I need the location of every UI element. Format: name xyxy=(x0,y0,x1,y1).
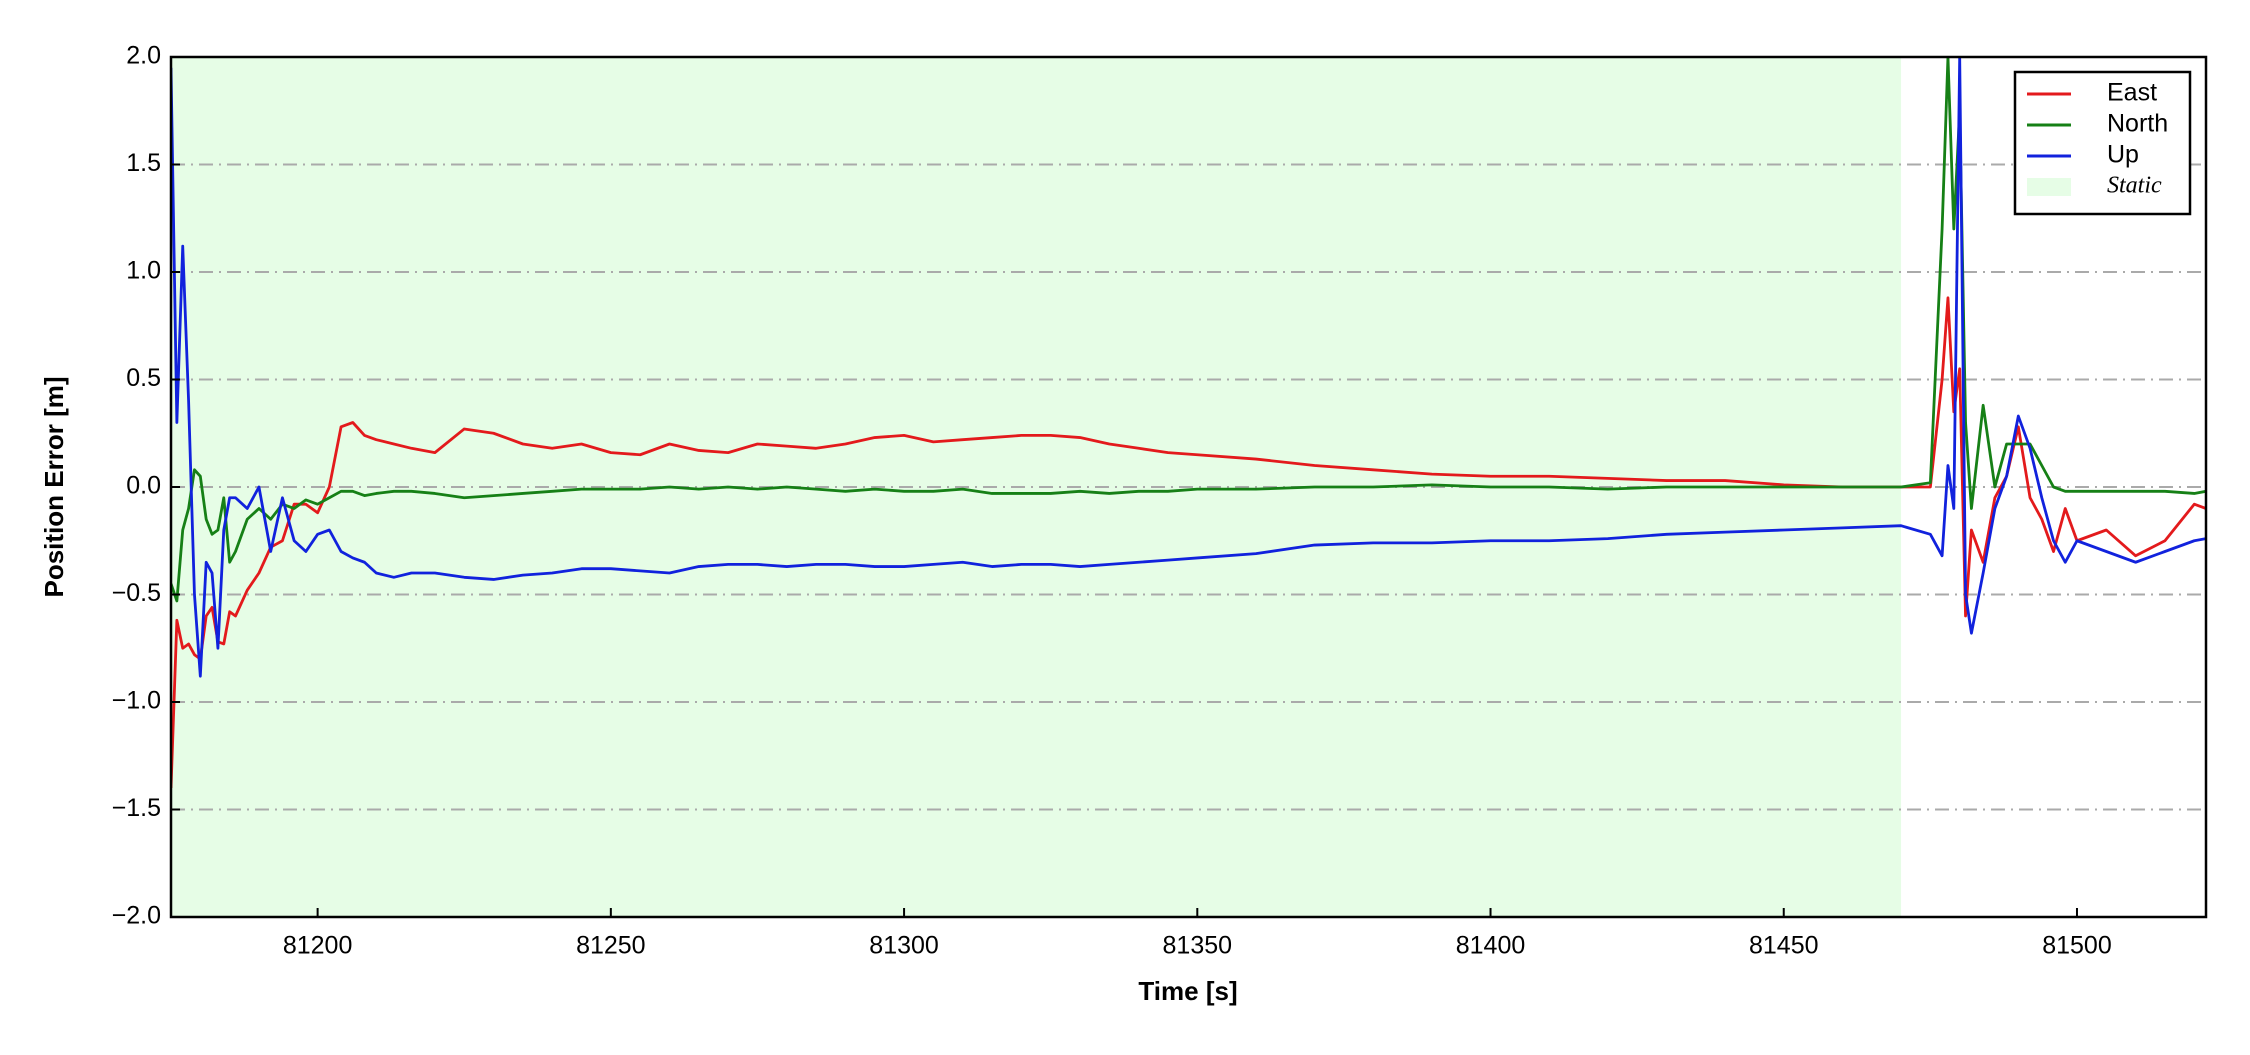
x-tick-label: 81350 xyxy=(1163,932,1233,960)
legend-label: East xyxy=(2107,79,2157,107)
legend-swatch xyxy=(2027,178,2071,196)
series-line xyxy=(171,57,2206,603)
y-axis-label: Position Error [m] xyxy=(39,376,69,597)
y-tick-label: −2.0 xyxy=(112,902,161,930)
x-tick-label: 81450 xyxy=(1749,932,1819,960)
plot-area xyxy=(171,57,2206,917)
y-tick-label: 2.0 xyxy=(126,42,161,70)
x-axis-label: Time [s] xyxy=(1138,976,1237,1006)
y-tick-label: −1.0 xyxy=(112,687,161,715)
x-tick-label: 81250 xyxy=(576,932,646,960)
y-tick-label: 0.5 xyxy=(126,364,161,392)
x-tick-label: 81300 xyxy=(869,932,939,960)
plot-frame xyxy=(169,55,2208,919)
x-tick-label: 81200 xyxy=(283,932,353,960)
y-tick-label: 1.0 xyxy=(126,257,161,285)
y-tick-label: 0.0 xyxy=(126,472,161,500)
y-tick-label: 1.5 xyxy=(126,149,161,177)
legend-label: Static xyxy=(2107,173,2162,199)
series-line xyxy=(171,57,2206,678)
y-tick-label: −1.5 xyxy=(112,794,161,822)
y-tick-label: −0.5 xyxy=(112,579,161,607)
legend: East North Up Static xyxy=(2013,70,2192,216)
x-tick-label: 81500 xyxy=(2042,932,2112,960)
legend-label: Up xyxy=(2107,141,2139,169)
x-tick-label: 81400 xyxy=(1456,932,1526,960)
legend-label: North xyxy=(2107,110,2168,138)
